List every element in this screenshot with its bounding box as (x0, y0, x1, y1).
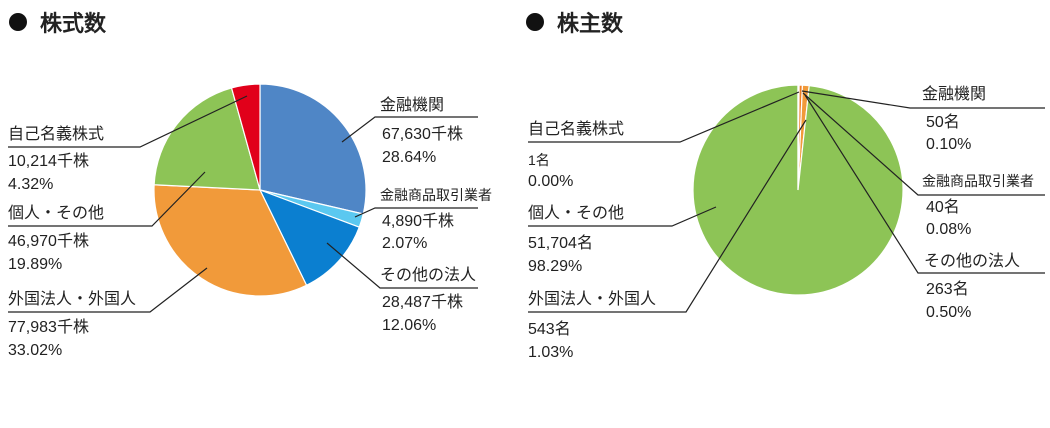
pie-slice (153, 184, 308, 297)
pie-slice (258, 188, 361, 287)
leader-line (8, 95, 248, 148)
slice-percent: 0.08% (926, 221, 971, 238)
slice-value: 40名 (926, 198, 960, 216)
pie (153, 83, 367, 297)
leader-line (326, 242, 478, 289)
leader-line (528, 206, 717, 227)
slice-label: 個人・その他 (8, 204, 104, 222)
slice-percent: 19.89% (8, 256, 62, 273)
slice-value: 77,983千株 (8, 318, 89, 336)
slice-value: 50名 (926, 113, 960, 131)
slice-value: 28,487千株 (382, 293, 463, 311)
slice-percent: 0.50% (926, 304, 971, 321)
title-bullet-icon (9, 13, 27, 31)
leader-line (801, 90, 1045, 109)
chart-title: 株式数 (40, 11, 107, 37)
slice-label: 外国法人・外国人 (528, 290, 656, 308)
shares-chart: 株式数 金融機関 67,630千株 28.64% 金融商品取引業者 4,890千… (8, 11, 492, 359)
slice-label: 自己名義株式 (8, 125, 104, 143)
slice-label: 個人・その他 (528, 204, 624, 222)
slice-percent: 1.03% (528, 344, 573, 361)
slice-label: その他の法人 (380, 266, 476, 284)
slice-percent: 2.07% (382, 235, 427, 252)
slice-percent: 4.32% (8, 176, 53, 193)
chart-title: 株主数 (557, 11, 624, 37)
leader-line (354, 207, 478, 218)
slice-value: 10,214千株 (8, 152, 89, 170)
pie (692, 84, 904, 296)
leader-line (528, 91, 800, 143)
leader-line (802, 92, 1045, 196)
slice-label: 外国法人・外国人 (8, 290, 136, 308)
leader-line (804, 94, 1045, 274)
slice-percent: 33.02% (8, 342, 62, 359)
slice-value: 1名 (528, 152, 550, 168)
pie-slice (230, 83, 261, 191)
slice-label: 金融商品取引業者 (380, 187, 492, 203)
slice-value: 67,630千株 (382, 125, 463, 143)
slice-label: 金融機関 (922, 85, 986, 103)
slice-value: 46,970千株 (8, 232, 89, 250)
slice-percent: 12.06% (382, 317, 436, 334)
leader-line (8, 171, 206, 227)
slice-label: 自己名義株式 (528, 120, 624, 138)
slice-value: 543名 (528, 320, 571, 338)
pie-slice (153, 87, 261, 191)
slice-value: 4,890千株 (382, 212, 454, 230)
shareholders-chart: 株主数 金融機関 50名 0.10% 金融商品取引業者 40名 0.08% その… (526, 11, 1045, 361)
slice-percent: 0.00% (528, 173, 573, 190)
slice-label: 金融商品取引業者 (922, 173, 1034, 189)
slice-value: 263名 (926, 280, 969, 298)
slice-label: その他の法人 (924, 252, 1020, 270)
leader-line (341, 116, 478, 143)
slice-percent: 28.64% (382, 149, 436, 166)
title-bullet-icon (526, 13, 544, 31)
slice-percent: 0.10% (926, 136, 971, 153)
leader-line (528, 119, 807, 313)
slice-value: 51,704名 (528, 234, 593, 252)
slice-label: 金融機関 (380, 96, 444, 114)
leader-line (8, 267, 208, 313)
pie-slice (259, 83, 367, 215)
slice-percent: 98.29% (528, 258, 582, 275)
